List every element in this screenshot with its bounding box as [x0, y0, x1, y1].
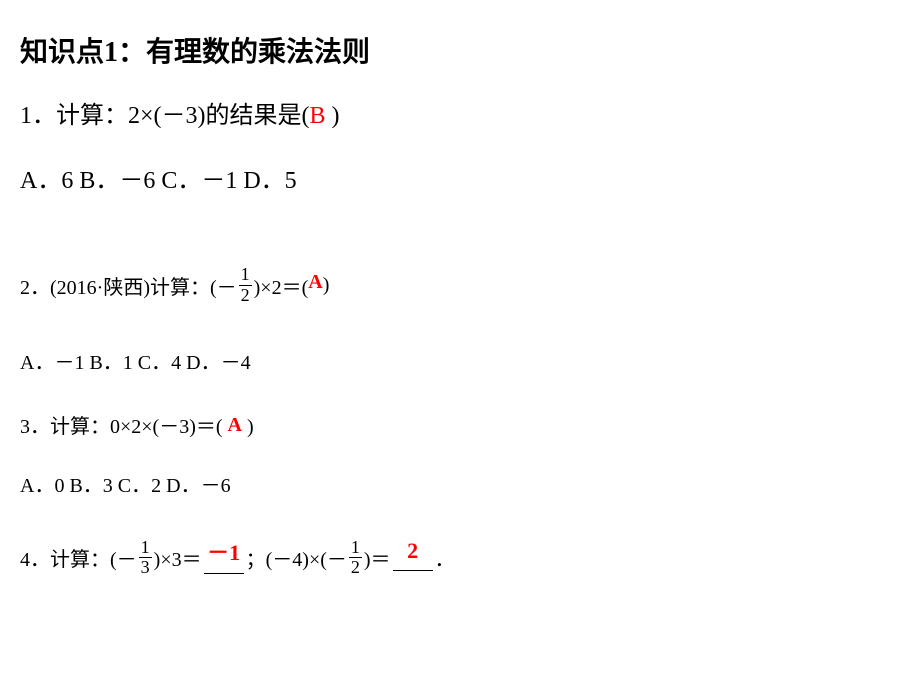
q1-options: A．6 B．－6 C．－1 D．5 [20, 160, 900, 195]
q4-fraction-1: 1 3 [139, 538, 152, 579]
q2-fraction: 1 2 [239, 265, 252, 306]
question-4: 4．计算：(－ 1 3 )×3＝ －1 ；(－4)×(－ 1 2 )＝ 2 ． [20, 538, 900, 579]
q4-mid1: )×3＝ [154, 543, 202, 572]
q4-frac2-num: 1 [349, 538, 362, 559]
q3-answer: A [228, 414, 242, 436]
q2-frac-den: 2 [239, 286, 252, 306]
section-title: 知识点1：有理数的乘法法则 [20, 30, 900, 70]
q2-mid: )×2＝( [254, 271, 309, 300]
q3-suffix: ) [247, 416, 254, 438]
question-3: 3．计算：0×2×(－3)＝( A ) [20, 410, 900, 439]
q2-prefix: 2．(2016·陕西)计算：(－ [20, 271, 237, 300]
q2-suffix: ) [323, 274, 330, 297]
q3-prefix: 3．计算：0×2×(－3)＝( [20, 416, 223, 438]
q4-answer-1: －1 [207, 540, 240, 565]
q4-suffix: ． [435, 543, 455, 572]
q4-frac2-den: 2 [349, 558, 362, 578]
q4-mid2: ；(－4)×(－ [246, 543, 347, 572]
q4-fraction-2: 1 2 [349, 538, 362, 579]
q1-text: 1．计算：2×(－3)的结果是( [20, 103, 310, 129]
q1-suffix: ) [326, 103, 340, 129]
q2-options: A．－1 B．1 C．4 D．－4 [20, 346, 900, 375]
q4-frac1-num: 1 [139, 538, 152, 559]
q4-blank-1: －1 [204, 541, 244, 574]
q4-frac1-den: 3 [139, 558, 152, 578]
q2-frac-num: 1 [239, 265, 252, 286]
q4-answer-2: 2 [407, 538, 418, 563]
q4-prefix: 4．计算：(－ [20, 543, 137, 572]
q4-mid3: )＝ [364, 543, 391, 572]
q2-answer: A [308, 271, 322, 294]
question-1: 1．计算：2×(－3)的结果是(B ) [20, 95, 900, 130]
q1-answer: B [310, 103, 326, 129]
q4-blank-2: 2 [393, 544, 433, 571]
question-2: 2．(2016·陕西)计算：(－ 1 2 )×2＝( A ) [20, 265, 900, 306]
q3-options: A．0 B．3 C．2 D．－6 [20, 469, 900, 498]
